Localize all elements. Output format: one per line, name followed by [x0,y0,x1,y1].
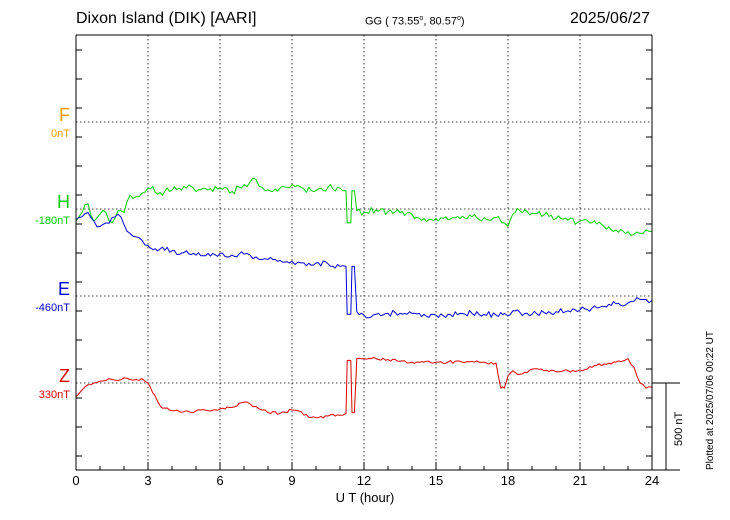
x-axis-label: U T (hour) [336,490,395,505]
x-axis-ticks: 0 3 6 9 12 15 18 21 24 [72,462,659,488]
degree-mark-lon: o [456,15,461,22]
series-line-h [75,177,653,236]
x-tick-label: 24 [645,473,659,488]
x-tick-label: 0 [72,473,79,488]
component-z-label: Z 330nT [12,367,70,401]
x-tick-label: 6 [216,473,223,488]
grid-lines [76,35,652,470]
component-h-baseline: -180nT [35,215,70,227]
x-tick-label: 15 [429,473,443,488]
component-z-name: Z [59,366,70,386]
x-tick-label: 9 [288,473,295,488]
component-h-name: H [57,192,70,212]
geographic-coords: GG ( 73.55o, 80.57o) [365,15,465,28]
component-e-label: E -460nT [12,280,70,314]
date-label: 2025/06/27 [570,10,651,27]
component-f-baseline: 0nT [51,128,70,140]
x-tick-label: 18 [501,473,515,488]
scale-bar [652,382,680,471]
component-e-baseline: -460nT [35,302,70,314]
component-f-label: F 0nT [12,106,70,140]
plotted-timestamp: Plotted at 2025/07/06 00:22 UT [705,331,716,470]
component-h-label: H -180nT [12,193,70,227]
component-z-baseline: 330nT [38,389,70,401]
coords-prefix: GG ( 73.55 [365,15,420,28]
series-lines [75,177,653,419]
component-e-name: E [57,279,70,299]
station-title: Dixon Island (DIK) [AARI] [76,10,257,27]
coords-suffix: ) [460,15,465,28]
x-tick-label: 3 [144,473,151,488]
scale-bar-label: 500 nT [673,411,685,446]
series-line-z [75,357,653,419]
degree-mark-lat: o [419,15,424,22]
series-line-e [75,212,653,319]
component-f-name: F [59,105,70,125]
x-tick-label: 12 [357,473,371,488]
coords-mid: , 80.57 [423,15,457,28]
x-tick-label: 21 [573,473,587,488]
